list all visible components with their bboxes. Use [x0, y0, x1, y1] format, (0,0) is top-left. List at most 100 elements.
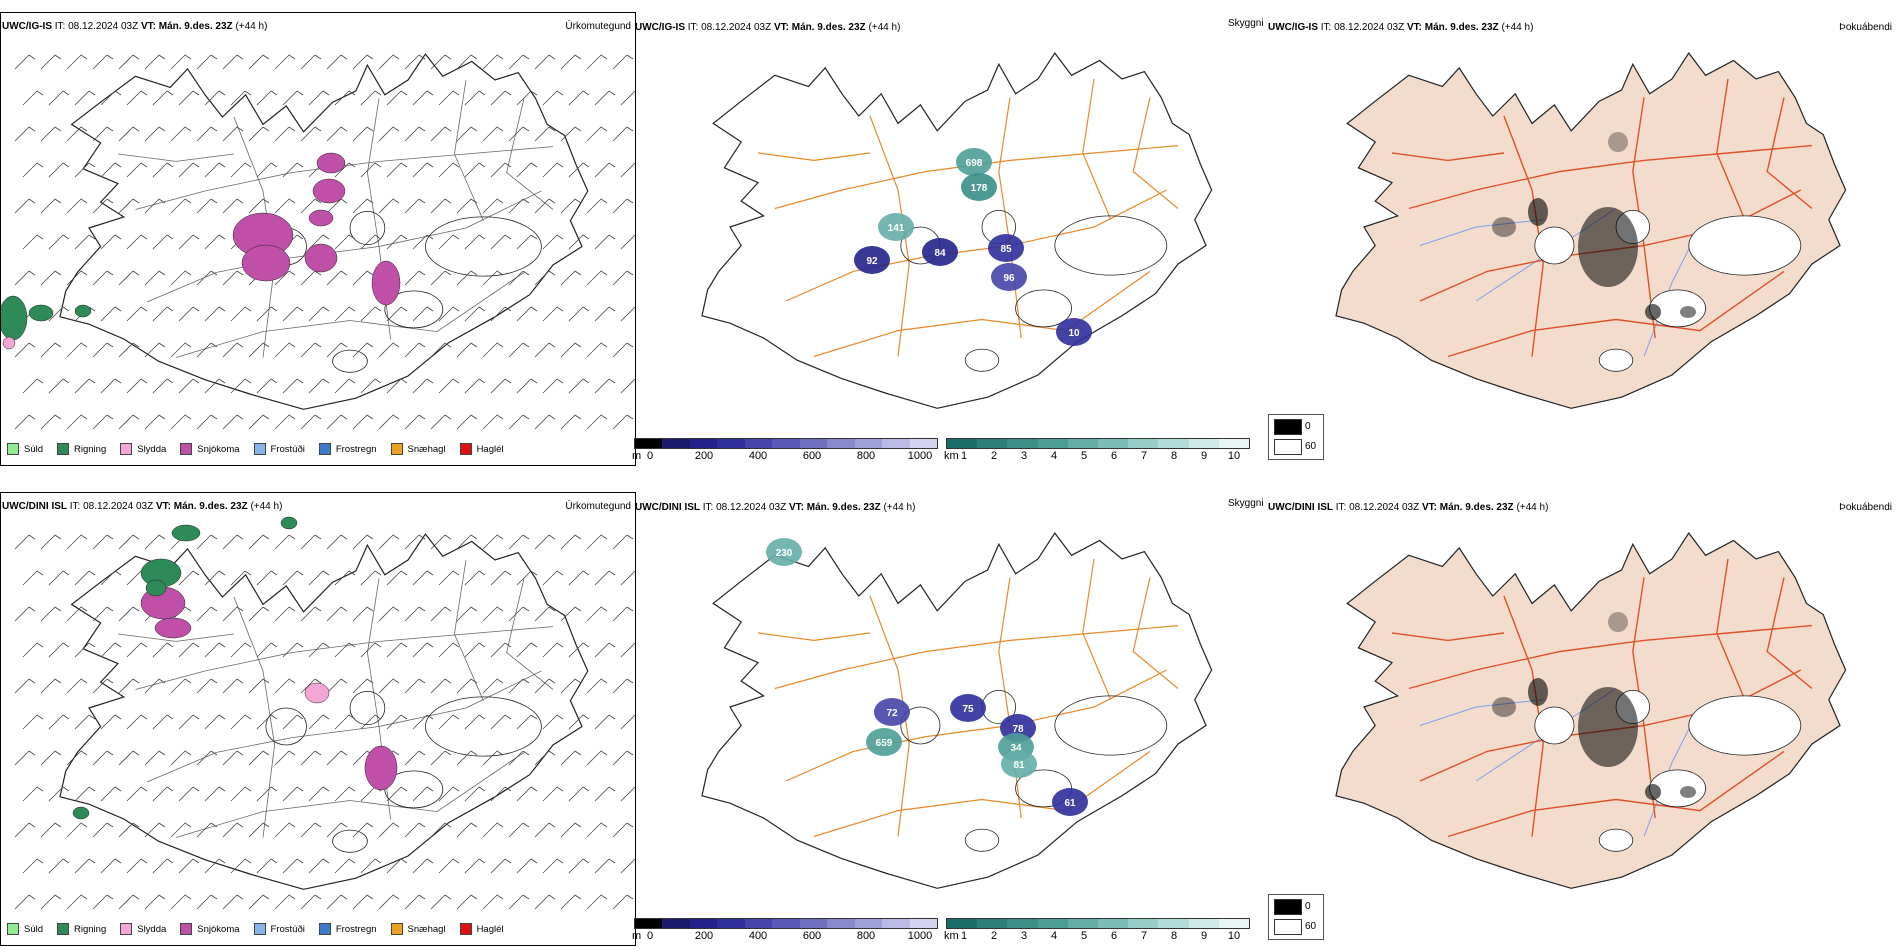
visibility-header-top: UWC/IG-IS IT: 08.12.2024 03Z VT: Mán. 9.… [635, 22, 901, 33]
colorbar-tick: 1 [960, 450, 968, 462]
fog-map-bottom [1335, 532, 1847, 889]
visibility-value-label: 698 [966, 158, 983, 169]
colorbar-cell [1007, 919, 1038, 928]
legend-swatch [7, 923, 19, 935]
legend-label: Haglél [476, 923, 504, 935]
colorbar-cell [1067, 439, 1099, 448]
visibility-value-label: 72 [886, 708, 898, 719]
colorbar-cell [882, 439, 910, 448]
colorbar-tick: 0 [646, 930, 654, 942]
colorbar-cell [1098, 919, 1129, 928]
fog-legend-label: 60 [1305, 921, 1317, 932]
ceiling-colorbar-bottom [634, 918, 938, 929]
visibility-value-label: 659 [876, 738, 893, 749]
visibility-panel-top: UWC/IG-IS IT: 08.12.2024 03Z VT: Mán. 9.… [632, 12, 1268, 464]
colorbar-cell [662, 439, 690, 448]
visibility-value-label: 92 [866, 256, 878, 267]
visibility-value-label: 81 [1013, 760, 1025, 771]
colorbar-cell [1188, 919, 1219, 928]
fog-title-bottom: Þokuábendi [1839, 502, 1892, 513]
visibility-map-top: 698 178 141 84 85 96 92 10 [701, 52, 1213, 409]
colorbar-cell [1128, 919, 1159, 928]
legend-swatch [459, 923, 472, 935]
colorbar-cell [744, 919, 773, 928]
colorbar-cell [827, 439, 855, 448]
legend-label: Súld [24, 443, 44, 455]
fog-title-top: Þokuábendi [1839, 22, 1892, 33]
colorbar-tick: 8 [1170, 930, 1178, 942]
legend-swatch [57, 923, 70, 935]
colorbar-tick: 9 [1200, 930, 1208, 942]
colorbar-cell [689, 439, 718, 448]
legend-swatch [390, 923, 403, 935]
legend-swatch [7, 443, 19, 455]
fog-legend-top: 0 60 [1268, 414, 1324, 460]
precip-legend-bottom: Súld Rigning Slydda Snjókoma Frostúði Frostre… [7, 923, 518, 935]
precip-title-top: Úrkomutegund [565, 21, 631, 32]
colorbar-cell [1098, 439, 1129, 448]
visibility-colorbar-bottom [946, 918, 1250, 929]
visibility-value-label: 85 [1000, 244, 1012, 255]
legend-item: Súld [7, 923, 43, 935]
legend-item: Frostúði [253, 923, 305, 935]
precip-map-bottom [14, 516, 635, 910]
colorbar-tick: 2 [990, 450, 998, 462]
fog-panel-bottom: UWC/DINI ISL IT: 08.12.2024 03Z VT: Mán.… [1268, 492, 1900, 944]
precip-panel-bottom: UWC/DINI ISL IT: 08.12.2024 03Z VT: Mán.… [0, 492, 636, 946]
visibility-value-label: 75 [962, 704, 974, 715]
legend-item: Súld [7, 443, 43, 455]
colorbar-tick: 600 [802, 930, 822, 942]
colorbar-cell [744, 439, 773, 448]
legend-item: Slydda [120, 923, 166, 935]
colorbar-cell [1128, 439, 1159, 448]
colorbar-tick: 400 [748, 930, 768, 942]
colorbar-tick: 6 [1110, 450, 1118, 462]
legend-label: Rigning [74, 443, 107, 455]
legend-label: Slydda [137, 443, 167, 455]
legend-swatch [253, 923, 266, 935]
colorbar-cell [1007, 439, 1038, 448]
legend-label: Snjókoma [197, 443, 240, 455]
legend-swatch [459, 443, 472, 455]
colorbar-cell [635, 919, 663, 928]
legend-swatch [180, 923, 193, 935]
legend-item: Snjókoma [180, 443, 240, 455]
colorbar-cell [1218, 439, 1250, 448]
colorbar-tick: 4 [1050, 450, 1058, 462]
visibility-value-label: 96 [1003, 273, 1015, 284]
legend-label: Frostregn [335, 923, 377, 935]
colorbar-cell [854, 439, 883, 448]
colorbar-cell [1067, 919, 1099, 928]
visibility-value-label: 230 [776, 548, 793, 559]
colorbar-tick: 400 [748, 450, 768, 462]
colorbar-cell [799, 919, 828, 928]
colorbar-tick: 10 [1227, 930, 1241, 942]
precip-map-top [1, 53, 635, 430]
colorbar-unit: km [944, 930, 959, 942]
colorbar-tick: 2 [990, 930, 998, 942]
colorbar-tick: 3 [1020, 450, 1028, 462]
colorbar-cell [662, 919, 690, 928]
legend-label: Súld [24, 923, 44, 935]
legend-item: Snæhagl [390, 443, 446, 455]
colorbar-cell [1037, 439, 1068, 448]
legend-item: Rigning [57, 923, 106, 935]
colorbar-tick: 200 [694, 930, 714, 942]
legend-label: Frostregn [335, 443, 377, 455]
legend-item: Frostregn [318, 923, 377, 935]
legend-item: Haglél [459, 443, 504, 455]
visibility-value-label: 34 [1010, 743, 1022, 754]
colorbar-cell [1158, 919, 1189, 928]
legend-swatch [318, 443, 331, 455]
colorbar-tick: 4 [1050, 930, 1058, 942]
colorbar-unit: m [632, 930, 642, 942]
colorbar-cell [635, 439, 663, 448]
fog-legend-swatch [1274, 919, 1302, 935]
fog-legend-label: 0 [1305, 421, 1311, 432]
legend-label: Snæhagl [407, 443, 446, 455]
legend-label: Frostúði [270, 443, 305, 455]
legend-item: Slydda [120, 443, 166, 455]
visibility-panel-bottom: UWC/DINI ISL IT: 08.12.2024 03Z VT: Mán.… [632, 492, 1268, 944]
legend-swatch [253, 443, 266, 455]
precip-title-bottom: Úrkomutegund [565, 501, 631, 512]
